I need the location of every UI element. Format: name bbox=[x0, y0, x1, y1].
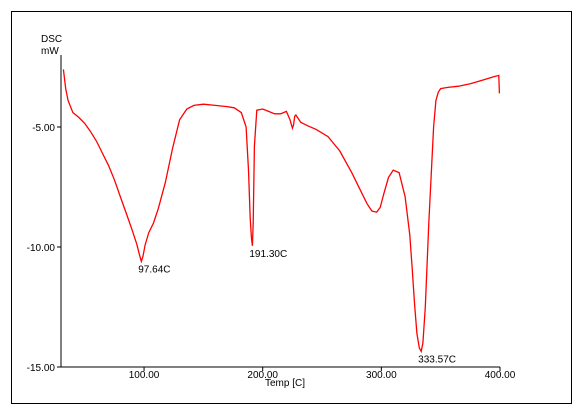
peak-annotation: 97.64C bbox=[138, 264, 170, 275]
x-tick-label: 100.00 bbox=[129, 370, 160, 381]
y-tick-label: -5.00 bbox=[32, 123, 55, 134]
y-axis-unit: mW bbox=[41, 46, 59, 57]
chart-frame bbox=[11, 11, 572, 404]
y-tick-label: -10.00 bbox=[27, 243, 56, 254]
x-tick-label: 300.00 bbox=[366, 370, 397, 381]
peak-annotation: 191.30C bbox=[249, 249, 287, 260]
dsc-curve bbox=[62, 69, 501, 354]
x-tick-label: 400.00 bbox=[485, 370, 516, 381]
x-axis-label: Temp [C] bbox=[265, 378, 305, 389]
y-axis-label: DSC bbox=[41, 34, 62, 45]
peak-annotation: 333.57C bbox=[418, 354, 456, 365]
y-tick-label: -15.00 bbox=[27, 363, 56, 374]
x-tick-label: 200.00 bbox=[247, 370, 278, 381]
